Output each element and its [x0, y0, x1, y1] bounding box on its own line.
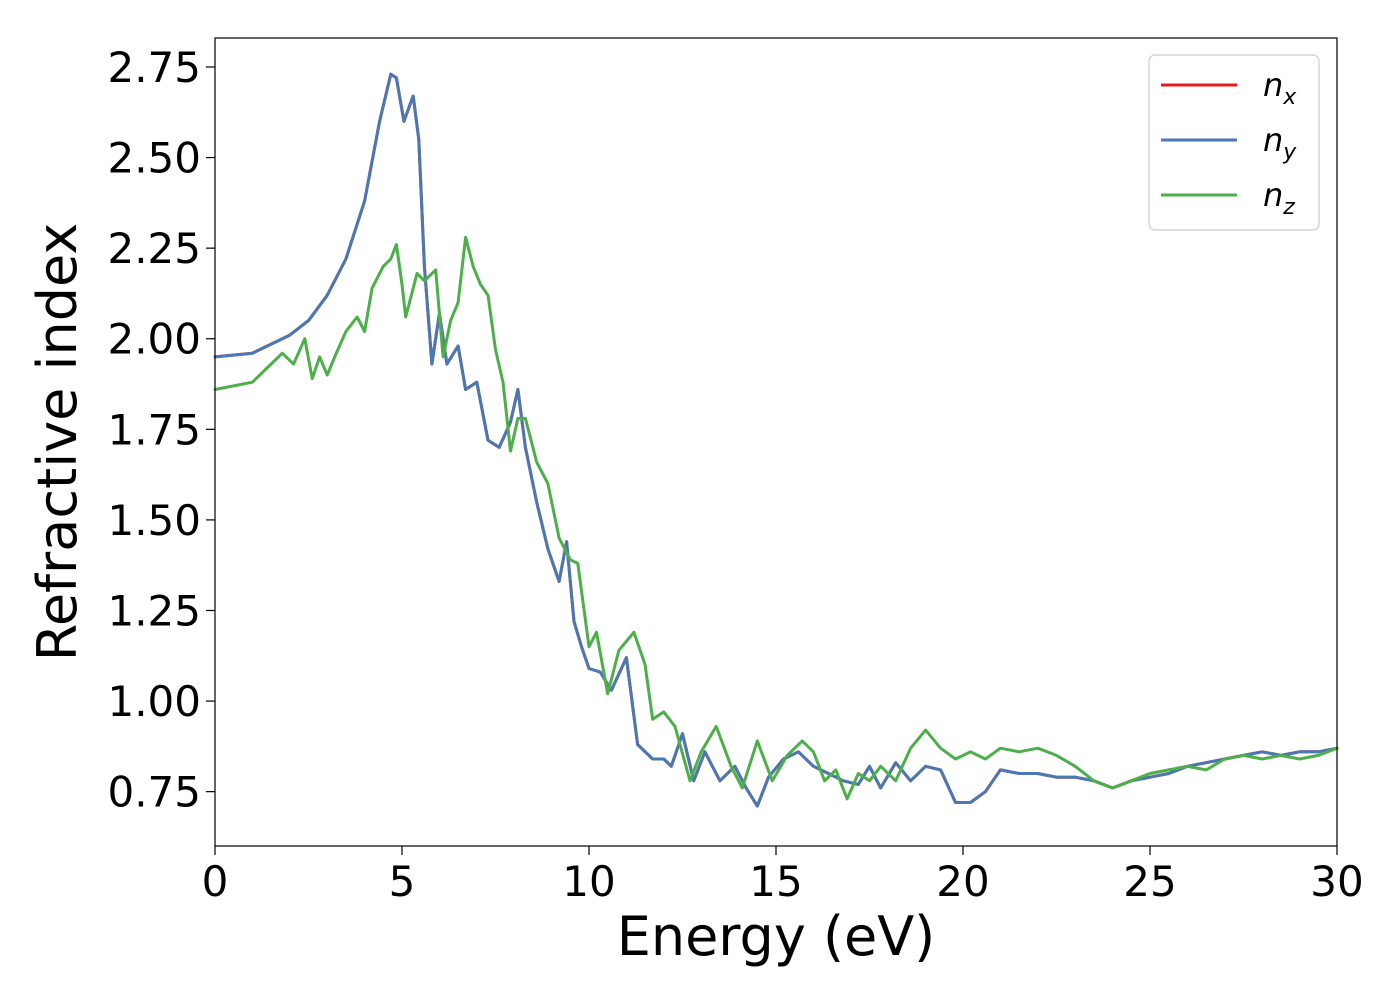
y-tick-label: 2.75 [107, 43, 201, 92]
x-tick-label: 25 [1123, 857, 1176, 906]
y-tick-label: 2.00 [107, 315, 201, 364]
y-tick-label: 1.50 [107, 496, 201, 545]
x-tick-label: 20 [936, 857, 989, 906]
series-line-z [213, 235, 1339, 801]
x-tick-label: 0 [202, 857, 229, 906]
series-layer [213, 72, 1339, 808]
legend-label-y: ny [1263, 121, 1297, 165]
y-tick-label: 1.25 [107, 586, 201, 635]
legend-box [1148, 54, 1320, 231]
y-axis: 0.75 1.00 1.25 1.50 1.75 2.00 2.25 2.50 2.75 [107, 43, 215, 817]
legend: nx ny nz [1148, 54, 1320, 231]
legend-label-z: nz [1263, 176, 1295, 220]
y-tick-label: 2.50 [107, 134, 201, 183]
y-axis-title: Refractive index [26, 223, 89, 662]
x-axis-title: Energy (eV) [617, 905, 936, 968]
x-tick-label: 15 [749, 857, 802, 906]
legend-label-x: nx [1263, 66, 1297, 110]
x-axis: 0 5 10 15 20 25 30 [202, 846, 1364, 906]
x-tick-label: 30 [1310, 857, 1363, 906]
y-tick-label: 0.75 [107, 768, 201, 817]
y-tick-label: 2.25 [107, 224, 201, 273]
series-line-y [213, 72, 1339, 808]
y-tick-label: 1.00 [107, 677, 201, 726]
x-tick-label: 10 [562, 857, 615, 906]
y-tick-label: 1.75 [107, 405, 201, 454]
x-tick-label: 5 [389, 857, 416, 906]
